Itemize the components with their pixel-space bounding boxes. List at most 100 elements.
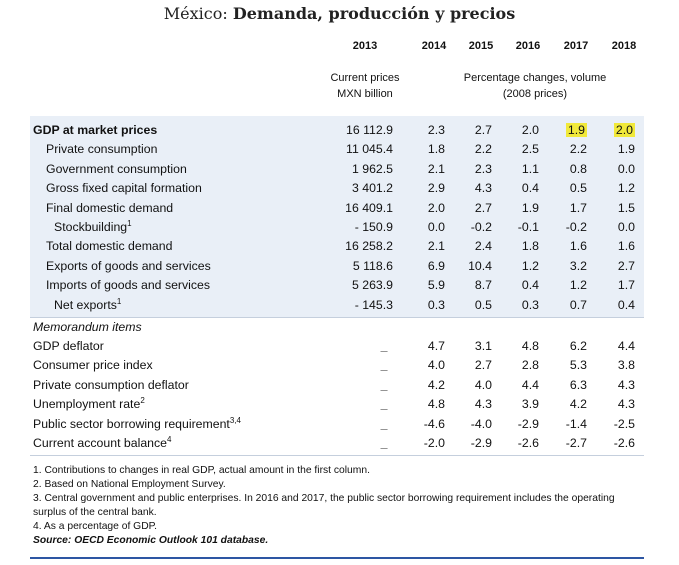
value-cell: 2.3 [474, 161, 492, 176]
value-cell: 1.2 [569, 278, 587, 293]
value-cell: 4.7 [427, 339, 445, 353]
pct-subheader: Percentage changes, volume (2008 prices) [440, 70, 630, 102]
value-2013: 5 118.6 [352, 258, 393, 273]
row-label: Net exports1 [54, 296, 122, 312]
value-cell: 4.8 [521, 339, 539, 353]
value-cell: -4.6 [423, 416, 445, 431]
footnote-ref: 3,4 [229, 415, 241, 425]
value-cell: 2.0 [595, 121, 635, 140]
value-cell: 2.0 [521, 123, 539, 137]
value-cell: 1.6 [617, 239, 635, 254]
memo-title-label: Memorandum items [33, 320, 142, 334]
value-cell: 0.3 [427, 297, 445, 312]
value-cell: 0.4 [521, 181, 539, 196]
row-label: Total domestic demand [46, 239, 173, 254]
value-cell: 6.2 [569, 339, 587, 353]
table-row: Private consumption 11 045.4 1.8 2.2 2.5 2.2 1… [30, 140, 644, 159]
row-label: Imports of goods and services [46, 278, 211, 293]
year-2017: 2017 [563, 40, 589, 52]
base-year-subheader: Current prices MXN billion [325, 70, 405, 102]
value-cell: 0.0 [617, 220, 635, 234]
value-cell: 4.8 [427, 397, 445, 412]
value-cell: 3.9 [521, 397, 539, 412]
year-header: 2013 2014 2015 2016 2017 2018 [30, 40, 644, 56]
row-label: Private consumption deflator [33, 377, 189, 392]
value-cell: -2.6 [517, 436, 539, 450]
footnotes: 1. Contributions to changes in real GDP,… [33, 464, 643, 548]
value-cell: 0.5 [569, 181, 587, 196]
value-cell: 1.7 [617, 278, 635, 293]
footnote-1: 1. Contributions to changes in real GDP,… [33, 465, 370, 476]
subheader-line: (2008 prices) [502, 88, 568, 100]
memo-row: GDP deflator _ 4.7 3.1 4.8 6.2 4.4 [30, 337, 644, 356]
table-row: Imports of goods and services 5 263.9 5.9 8… [30, 276, 644, 295]
row-label: GDP at market prices [33, 123, 158, 137]
table-title: México: Demanda, producción y precios [0, 4, 679, 23]
row-label: Unemployment rate2 [33, 396, 145, 412]
table-row: Net exports1 - 145.3 0.3 0.5 0.3 0.7 0.4 [30, 296, 644, 315]
value-2013: _ [380, 377, 388, 392]
value-cell: -2.6 [613, 436, 635, 450]
footnote-3: 3. Central government and public enterpr… [33, 493, 615, 518]
value-cell: 1.7 [569, 200, 587, 215]
value-cell: -1.4 [565, 416, 587, 431]
value-cell: 0.0 [427, 220, 445, 234]
bottom-rule [30, 557, 644, 559]
value-cell: 2.3 [427, 123, 445, 137]
footnote-ref: 1 [116, 296, 122, 306]
value-cell: 4.2 [427, 377, 445, 392]
value-cell: -2.9 [517, 416, 539, 431]
value-cell: 1.9 [617, 142, 635, 157]
value-cell: -2.5 [613, 416, 635, 431]
value-cell: 2.2 [569, 142, 587, 157]
value-cell: 2.0 [427, 200, 445, 215]
value-2013: - 145.3 [354, 297, 393, 312]
subheader-line: Current prices [330, 72, 400, 84]
row-label: Current account balance4 [33, 434, 172, 450]
highlighted-value: 1.9 [565, 123, 587, 137]
subheader-line: MXN billion [337, 88, 393, 100]
row-label: Government consumption [46, 161, 187, 176]
value-2013: - 150.9 [354, 220, 393, 234]
footnote-ref: 2 [140, 396, 145, 406]
value-cell: 1.9 [521, 200, 539, 215]
memo-title: Memorandum items [30, 318, 644, 337]
value-cell: 2.5 [521, 142, 539, 157]
memo-row: Private consumption deflator _ 4.2 4.0 4.4 6.… [30, 376, 644, 395]
footnote-ref: 4 [166, 434, 172, 444]
value-cell: 2.7 [617, 258, 635, 273]
value-cell: -2.9 [470, 436, 492, 450]
footnote-4: 4. As a percentage of GDP. [33, 521, 158, 532]
row-label: GDP deflator [33, 339, 104, 353]
value-cell: 8.7 [474, 278, 492, 293]
value-2013: 16 258.2 [345, 239, 393, 254]
value-cell: -0.2 [565, 220, 587, 234]
value-cell: 2.4 [474, 239, 492, 254]
subheader-line: Percentage changes, volume [463, 72, 607, 84]
value-cell: 1.2 [521, 258, 539, 273]
value-cell: 0.5 [474, 297, 492, 312]
value-cell: 2.2 [474, 142, 492, 157]
value-cell: -2.0 [423, 436, 445, 450]
year-2018: 2018 [611, 40, 637, 52]
value-cell: 2.7 [474, 358, 492, 373]
value-cell: 4.4 [521, 377, 539, 392]
value-cell: 0.7 [569, 297, 587, 312]
footnote-ref: 1 [127, 218, 132, 228]
value-cell: 0.4 [617, 297, 635, 312]
value-cell: -0.1 [517, 220, 539, 234]
value-cell: 1.2 [617, 181, 635, 196]
memo-row: Public sector borrowing requirement3,4 _ -… [30, 415, 644, 434]
value-cell: 10.4 [468, 258, 492, 273]
value-2013: _ [380, 339, 388, 353]
value-cell: 4.3 [474, 397, 492, 412]
value-cell: 6.9 [427, 258, 445, 273]
value-cell: 1.6 [569, 239, 587, 254]
value-cell: -4.0 [470, 416, 492, 431]
table-row: Total domestic demand 16 258.2 2.1 2.4 1.8 1.… [30, 237, 644, 256]
value-cell: 1.8 [427, 142, 445, 157]
value-cell: 4.0 [474, 377, 492, 392]
value-cell: 6.3 [569, 377, 587, 392]
value-cell: 1.5 [617, 200, 635, 215]
value-cell: 4.0 [427, 358, 445, 373]
